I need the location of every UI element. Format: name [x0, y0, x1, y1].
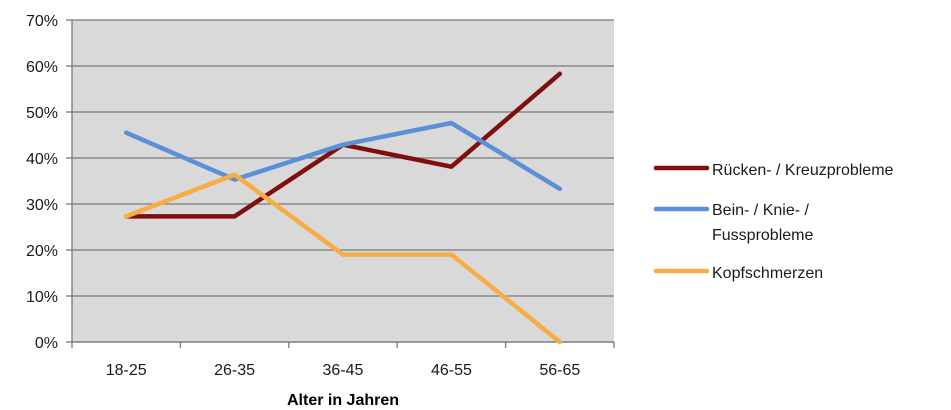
x-tick-label: 56-65	[539, 362, 580, 379]
plot-area	[72, 20, 614, 342]
x-axis-tick-labels: 18-25 26-35 36-45 46-55 56-65	[106, 362, 581, 379]
y-axis-tick-labels: 0% 10% 20% 30% 40% 50% 60% 70%	[26, 13, 58, 352]
y-tick-label: 70%	[26, 13, 58, 30]
series-line-2	[123, 120, 563, 192]
series-line-3	[123, 172, 563, 345]
axes	[66, 19, 615, 348]
legend-label-2: Bein- / Knie- /	[712, 202, 809, 219]
x-tick-label: 46-55	[431, 362, 472, 379]
x-axis-title: Alter in Jahren	[287, 392, 399, 409]
legend: Rücken- / Kreuzprobleme Bein- / Knie- / Fu…	[653, 162, 894, 282]
legend-label-2: Fussprobleme	[712, 227, 813, 244]
legend-label-1: Rücken- / Kreuzprobleme	[712, 162, 894, 179]
x-tick-label: 26-35	[214, 362, 255, 379]
y-tick-label: 20%	[26, 243, 58, 260]
series-lines	[123, 71, 563, 345]
y-tick-label: 10%	[26, 289, 58, 306]
y-tick-label: 0%	[35, 335, 58, 352]
y-tick-label: 50%	[26, 105, 58, 122]
x-tick-label: 18-25	[106, 362, 147, 379]
y-tick-label: 30%	[26, 197, 58, 214]
legend-label-3: Kopfschmerzen	[712, 265, 823, 282]
y-tick-label: 40%	[26, 151, 58, 168]
y-tick-label: 60%	[26, 59, 58, 76]
x-tick-label: 36-45	[323, 362, 364, 379]
